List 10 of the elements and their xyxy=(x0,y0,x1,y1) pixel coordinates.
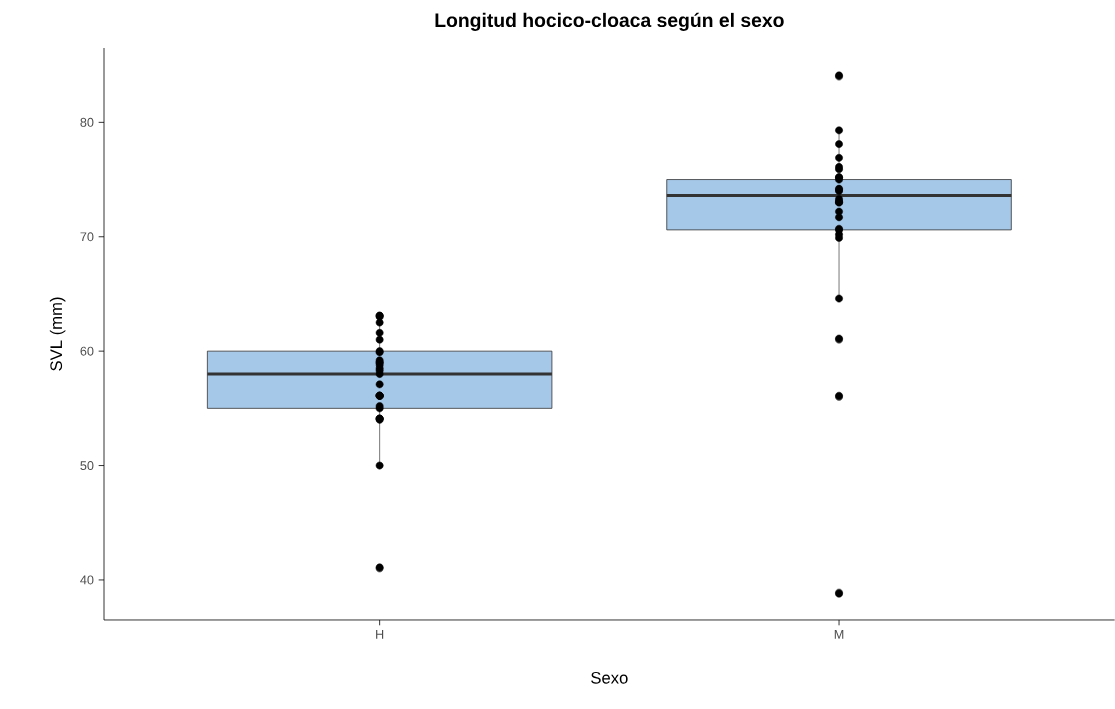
chart-title: Longitud hocico-cloaca según el sexo xyxy=(435,12,784,31)
x-tick-label: H xyxy=(376,630,384,639)
x-axis-title: Sexo xyxy=(591,671,628,684)
y-tick-label: 60 xyxy=(80,346,94,356)
x-tick-label: M xyxy=(834,630,844,639)
y-axis-title: SVL (mm) xyxy=(49,297,66,371)
y-tick-label: 40 xyxy=(80,575,94,585)
y-tick-label: 70 xyxy=(80,232,94,242)
y-tick-label: 50 xyxy=(80,461,94,471)
y-tick-label: 80 xyxy=(80,117,94,127)
